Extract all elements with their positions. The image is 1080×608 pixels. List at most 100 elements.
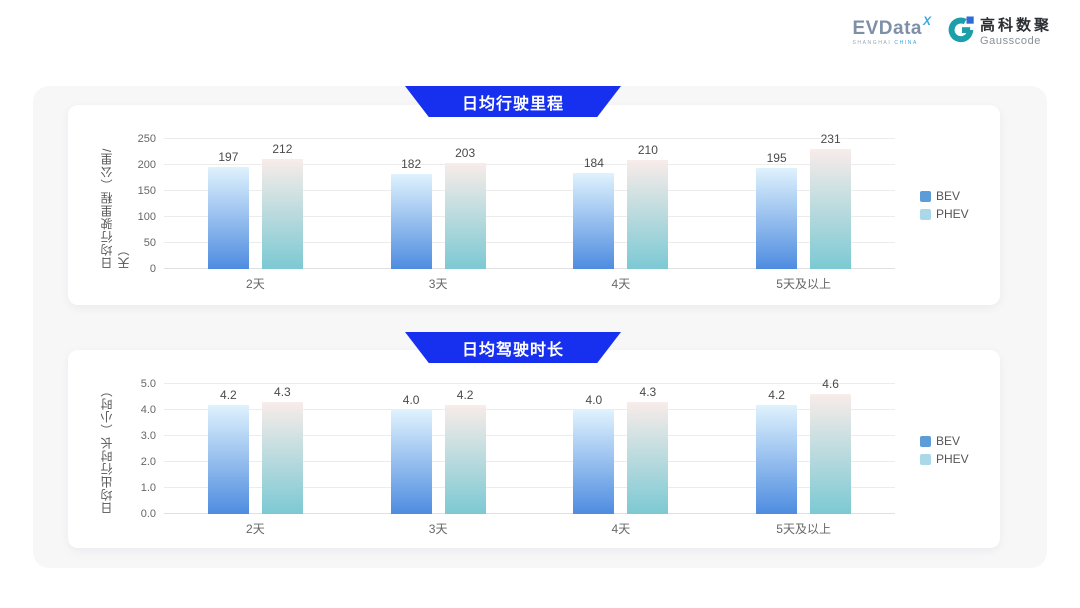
x-tick-label: 2天 <box>246 277 265 291</box>
phev-bar: 231 <box>810 132 852 269</box>
gridline <box>164 409 895 410</box>
legend-item-phev[interactable]: PHEV <box>920 207 969 221</box>
legend-swatch-icon <box>920 453 931 465</box>
x-tick-label: 3天 <box>428 277 448 291</box>
bar-value-label: 4.0 <box>585 393 603 407</box>
bev-bar: 4.2 <box>756 388 798 514</box>
bar-group: 197 212 <box>164 139 347 269</box>
y-axis-title: 日均出行时长（小时） <box>100 384 114 514</box>
x-tick-label: 5天及以上 <box>776 277 831 291</box>
bar-value-label: 212 <box>272 141 293 156</box>
bar-group: 182 203 <box>347 139 530 269</box>
gausscode-cn-name: 高科数聚 <box>979 17 1052 35</box>
bar-value-label: 4.0 <box>402 393 420 407</box>
phev-bar: 4.6 <box>810 377 852 514</box>
chart-daily-duration: 日均出行时长（小时） 0.0 1.0 2.0 3.0 4.0 5.0 4.2 4.3 4.0 4.2… <box>68 350 1000 548</box>
gausscode-g-icon <box>947 16 975 49</box>
gridline <box>164 383 895 384</box>
legend-swatch-icon <box>920 190 931 202</box>
bar-value-label: 4.2 <box>220 387 237 402</box>
y-tick-label: 1.0 <box>140 482 156 494</box>
legend-item-bev[interactable]: BEV <box>920 434 969 448</box>
gridline <box>164 268 895 269</box>
plot-area: 4.2 4.3 4.0 4.2 4.0 4.3 4.2 4.6 <box>164 377 895 514</box>
bar-value-label: 4.3 <box>639 385 657 400</box>
gausscode-logo: 高科数聚 Gausscode <box>947 16 1052 49</box>
bev-bar: 195 <box>756 151 798 269</box>
bev-bar: 184 <box>573 156 615 269</box>
bar-value-label: 231 <box>820 131 841 146</box>
gridline <box>164 190 895 191</box>
legend: BEV PHEV <box>920 434 969 466</box>
bar-value-label: 184 <box>583 156 604 171</box>
x-axis-labels: 2天 3天 4天 5天及以上 <box>164 275 895 292</box>
y-tick-label: 200 <box>137 159 156 171</box>
phev-bar: 4.3 <box>261 385 303 514</box>
header-logo-bar: EVData X SHANGHAI CHINA 高科数聚 Gausscode <box>852 15 1052 49</box>
x-tick-label: 4天 <box>611 522 631 536</box>
gridline <box>164 487 895 488</box>
phev-bar: 203 <box>444 146 486 269</box>
bar-group: 184 210 <box>530 139 713 269</box>
gausscode-en-name: Gausscode <box>979 34 1042 47</box>
gridline <box>164 216 895 217</box>
bev-bar: 4.0 <box>573 393 615 514</box>
x-tick-label: 5天及以上 <box>776 522 831 536</box>
chart-title-badge-mileage: 日均行驶里程 <box>405 86 621 117</box>
phev-bar: 4.2 <box>444 388 486 514</box>
bev-bar: 197 <box>207 150 249 269</box>
legend-swatch-icon <box>920 435 931 447</box>
y-axis-ticks: 0 50 100 150 200 250 <box>118 133 156 275</box>
legend-swatch-icon <box>920 208 931 220</box>
phev-bar: 210 <box>627 143 669 269</box>
phev-bar: 212 <box>261 142 303 269</box>
y-tick-label: 250 <box>137 133 156 145</box>
legend-label: PHEV <box>936 207 969 221</box>
bev-bar: 182 <box>390 157 432 269</box>
bar-group: 4.0 4.2 <box>347 384 530 514</box>
y-tick-label: 2.0 <box>140 456 156 468</box>
bar-value-label: 197 <box>218 149 239 164</box>
gridline <box>164 138 895 139</box>
phev-bar: 4.3 <box>627 385 669 514</box>
y-tick-label: 150 <box>137 185 156 197</box>
y-axis-ticks: 0.0 1.0 2.0 3.0 4.0 5.0 <box>118 378 156 520</box>
y-tick-label: 0.0 <box>140 508 156 520</box>
gridline <box>164 242 895 243</box>
bar-value-label: 4.6 <box>822 377 839 392</box>
bar-value-label: 195 <box>766 150 787 165</box>
bar-group: 4.2 4.6 <box>712 377 895 514</box>
chart-title-badge-duration: 日均驾驶时长 <box>405 332 621 363</box>
gridline <box>164 461 895 462</box>
gridline <box>164 435 895 436</box>
charts-panel: 日均行驶里程 日均行驶里程（公里/天） 0 50 100 150 200 250 197 212… <box>33 86 1047 568</box>
y-tick-label: 3.0 <box>140 430 156 442</box>
evdata-logo: EVData X SHANGHAI CHINA <box>852 15 931 46</box>
y-tick-label: 50 <box>143 237 156 249</box>
bar-value-label: 4.2 <box>456 387 474 402</box>
bar-group: 4.2 4.3 <box>164 384 347 514</box>
x-tick-label: 4天 <box>611 277 631 291</box>
chart-daily-mileage: 日均行驶里程（公里/天） 0 50 100 150 200 250 197 212 182 203 1… <box>68 105 1000 305</box>
legend-label: BEV <box>936 189 961 203</box>
y-tick-label: 4.0 <box>140 404 156 416</box>
evdata-tagline: SHANGHAI CHINA <box>852 40 918 46</box>
bar-value-label: 4.2 <box>768 387 785 402</box>
y-tick-label: 0 <box>149 263 156 275</box>
y-tick-label: 5.0 <box>140 378 156 390</box>
legend-item-bev[interactable]: BEV <box>920 189 969 203</box>
y-tick-label: 100 <box>137 211 156 223</box>
bev-bar: 4.2 <box>207 388 249 514</box>
evdata-superscript-x: X <box>922 14 931 28</box>
x-axis-labels: 2天 3天 4天 5天及以上 <box>164 520 895 537</box>
bar-value-label: 4.3 <box>274 385 291 400</box>
evdata-wordmark: EVData <box>852 18 922 39</box>
bev-bar: 4.0 <box>390 393 432 514</box>
legend-label: BEV <box>936 434 961 448</box>
x-tick-label: 2天 <box>246 522 265 536</box>
bar-value-label: 203 <box>455 146 476 161</box>
gridline <box>164 164 895 165</box>
legend-item-phev[interactable]: PHEV <box>920 452 969 466</box>
x-tick-label: 3天 <box>428 522 448 536</box>
bar-value-label: 210 <box>637 142 658 157</box>
